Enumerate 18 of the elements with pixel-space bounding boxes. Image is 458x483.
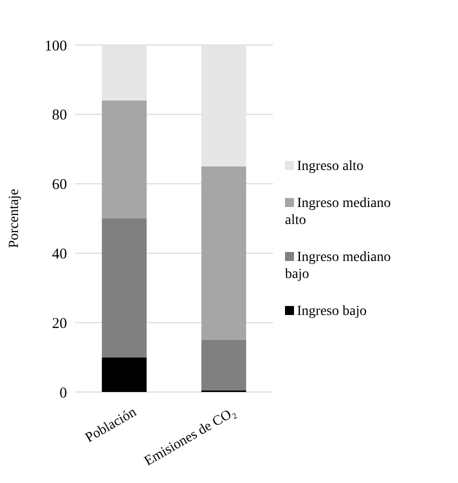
legend-label: Ingreso bajo (297, 304, 367, 319)
bar (102, 218, 147, 358)
legend-label: Ingreso alto (297, 159, 364, 174)
legend-label: Ingreso mediano alto (285, 196, 391, 228)
bar (201, 166, 246, 340)
y-tick-label: 40 (52, 246, 67, 262)
y-axis-title: Porcentaje (7, 188, 22, 248)
bar (201, 340, 246, 390)
y-tick-label: 0 (60, 385, 67, 402)
bar (201, 45, 246, 166)
y-tick-label: 100 (44, 38, 67, 54)
bar (102, 100, 147, 218)
legend-label: Ingreso mediano bajo (285, 250, 391, 282)
bar (102, 45, 147, 101)
bar (102, 357, 147, 392)
y-tick-label: 60 (52, 177, 67, 194)
y-tick-label: 20 (52, 316, 67, 332)
y-tick-label: 80 (52, 108, 67, 124)
